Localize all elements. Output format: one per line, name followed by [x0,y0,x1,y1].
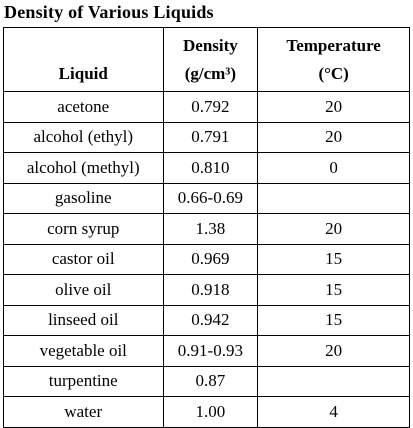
table-cell: 0.87 [162,365,259,397]
table-row: vegetable oil 0.91-0.93 20 [3,335,410,367]
table-cell: 0.91-0.93 [162,335,259,367]
table-row: linseed oil 0.942 15 [3,304,410,336]
column-header: Liquid [3,27,164,92]
table-row: castor oil 0.969 15 [3,243,410,275]
table-cell: turpentine [3,365,164,397]
table-row: alcohol (methyl) 0.810 0 [3,152,410,184]
table-cell: 20 [257,335,410,367]
table-row: water 1.00 4 [3,396,410,428]
header-text: Liquid [58,64,108,83]
table-cell: 15 [257,304,410,336]
table-cell: castor oil [3,243,164,275]
table-cell: 0.918 [162,274,259,306]
table-cell: 20 [257,121,410,153]
table-cell [257,182,410,214]
table-cell: 1.38 [162,213,259,245]
table-cell: olive oil [3,274,164,306]
table-cell: 1.00 [162,396,259,428]
header-text: Density [183,35,238,55]
table-row: corn syrup 1.38 20 [3,213,410,245]
table-body: acetone 0.792 20 alcohol (ethyl) 0.791 20 alco… [3,91,410,428]
table-cell: 20 [257,91,410,123]
table-row: turpentine 0.87 [3,365,410,397]
table-cell: 0.792 [162,91,259,123]
column-header: Temperature (°C) [257,27,410,92]
table-cell: 0.969 [162,243,259,275]
table-cell: 0.66-0.69 [162,182,259,214]
header-text: Temperature [286,35,381,55]
table-cell: 0.810 [162,152,259,184]
table-row: acetone 0.792 20 [3,91,410,123]
table-cell: 20 [257,213,410,245]
table-cell: corn syrup [3,213,164,245]
table-cell [257,365,410,397]
table-cell: alcohol (ethyl) [3,121,164,153]
table-cell: water [3,396,164,428]
table-cell: acetone [3,91,164,123]
title: Density of Various Liquids [4,2,214,22]
table-cell: 4 [257,396,410,428]
header-row: Liquid Density (g/cm³) Temperature (°C) [3,27,410,92]
table-cell: linseed oil [3,304,164,336]
table-cell: vegetable oil [3,335,164,367]
table-row: gasoline 0.66-0.69 [3,182,410,214]
column-header: Density (g/cm³) [162,27,259,92]
table-cell: 0 [257,152,410,184]
table-row: alcohol (ethyl) 0.791 20 [3,121,410,153]
table-row: olive oil 0.918 15 [3,274,410,306]
header-text: (g/cm³) [184,63,237,83]
table-cell: 15 [257,274,410,306]
table-cell: 0.942 [162,304,259,336]
table-cell: alcohol (methyl) [3,152,164,184]
header-text: (°C) [318,63,349,83]
table-cell: 15 [257,243,410,275]
density-table: Liquid Density (g/cm³) Temperature (°C) acet… [3,27,410,428]
table-cell: gasoline [3,182,164,214]
table-cell: 0.791 [162,121,259,153]
